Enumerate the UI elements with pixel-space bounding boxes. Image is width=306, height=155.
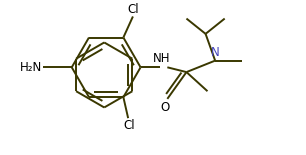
Text: Cl: Cl [123,119,135,132]
Text: N: N [211,46,219,59]
Text: O: O [161,101,170,114]
Text: Cl: Cl [127,2,139,16]
Text: NH: NH [153,52,170,65]
Text: H₂N: H₂N [20,61,42,74]
